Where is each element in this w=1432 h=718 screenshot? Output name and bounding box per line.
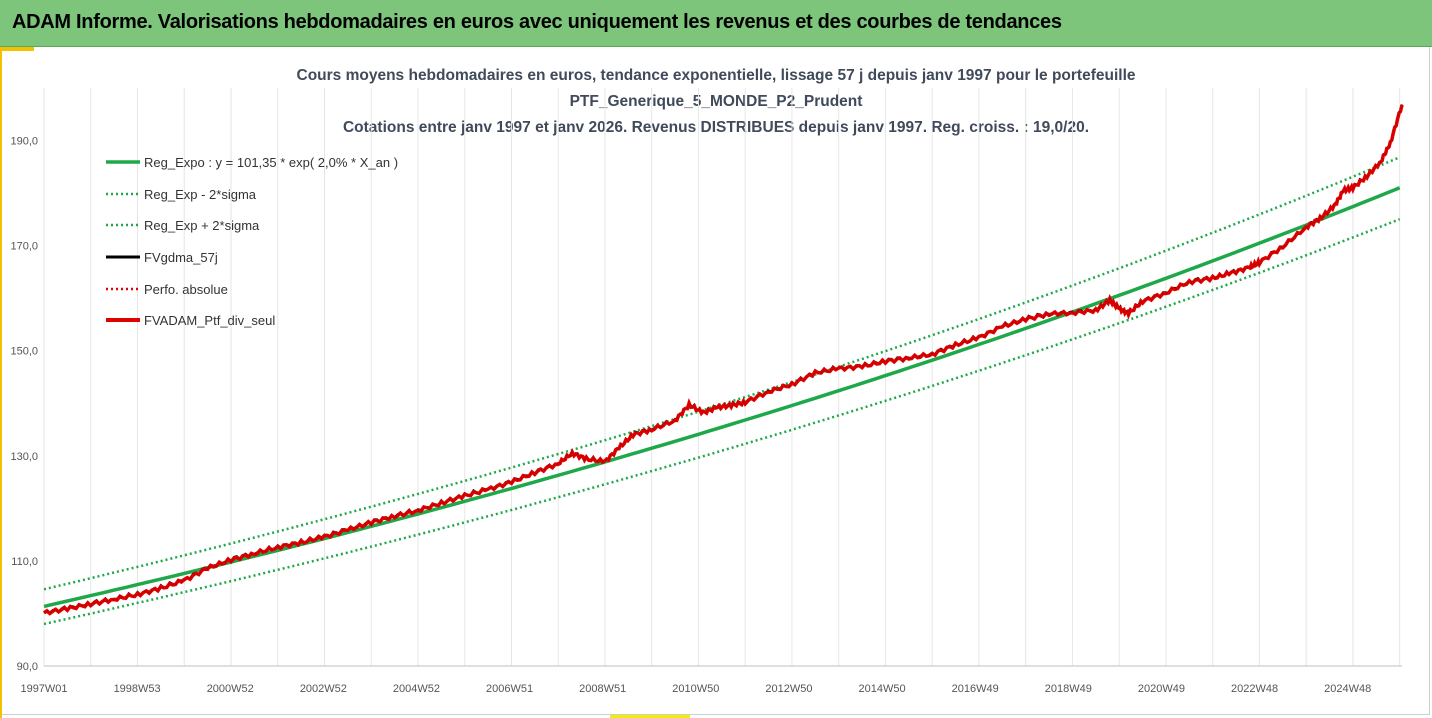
x-tick-label: 1997W01	[20, 683, 67, 695]
legend-label: Reg_Exp + 2*sigma	[144, 218, 260, 233]
y-tick-label: 150,0	[10, 346, 38, 358]
gridlines	[43, 88, 1401, 666]
fvgdma-57j-line	[43, 104, 1403, 614]
y-tick-label: 110,0	[11, 556, 38, 568]
header-banner: ADAM Informe. Valorisations hebdomadaire…	[0, 0, 1432, 47]
bottom-accent-bar	[610, 715, 690, 718]
left-accent-bar	[0, 47, 2, 718]
legend-label: Perfo. absolue	[144, 282, 228, 297]
legend-label: FVgdma_57j	[144, 250, 218, 265]
legend: Reg_Expo : y = 101,35 * exp( 2,0% * X_an…	[106, 155, 398, 328]
x-tick-label: 2002W52	[300, 683, 347, 695]
corner-accent-bar	[0, 47, 34, 51]
x-tick-label: 2022W48	[1231, 683, 1278, 695]
y-tick-label: 170,0	[10, 241, 38, 253]
x-tick-label: 1998W53	[114, 683, 161, 695]
y-tick-label: 190,0	[10, 136, 38, 148]
page-title: ADAM Informe. Valorisations hebdomadaire…	[12, 11, 1062, 33]
reg-exp-plus-2sigma-line	[43, 156, 1401, 591]
x-tick-label: 2020W49	[1138, 683, 1185, 695]
series-lines	[42, 104, 1404, 626]
x-tick-label: 2012W50	[765, 683, 812, 695]
perfo-absolue-line	[43, 104, 1403, 615]
legend-label: FVADAM_Ptf_div_seul	[144, 313, 275, 328]
legend-label: Reg_Exp - 2*sigma	[144, 187, 257, 202]
x-tick-label: 2016W49	[952, 683, 999, 695]
reg-expo-line	[43, 186, 1401, 609]
x-tick-label: 2014W50	[859, 683, 906, 695]
x-tick-label: 2010W50	[672, 683, 719, 695]
chart-title-line-3: Cotations entre janv 1997 et janv 2026. …	[342, 119, 1090, 136]
chart-title-line-2: PTF_Generique_5_MONDE_P2_Prudent	[569, 93, 863, 110]
x-tick-label: 2004W52	[393, 683, 440, 695]
x-tick-label: 2024W48	[1324, 683, 1371, 695]
x-tick-label: 2018W49	[1045, 683, 1092, 695]
y-tick-label: 130,0	[10, 451, 38, 463]
fvadam-ptf-div-seul-line	[42, 104, 1404, 616]
legend-label: Reg_Expo : y = 101,35 * exp( 2,0% * X_an…	[144, 155, 398, 170]
y-tick-label: 90,0	[17, 661, 38, 673]
x-tick-label: 2006W51	[486, 683, 533, 695]
reg-exp-minus-2sigma-line	[43, 218, 1401, 626]
x-tick-label: 2000W52	[207, 683, 254, 695]
chart-frame	[2, 47, 1430, 715]
x-tick-label: 2008W51	[579, 683, 626, 695]
chart-title-line-1: Cours moyens hebdomadaires en euros, ten…	[296, 67, 1136, 84]
axes: 90,0 110,0 130,0 150,0 170,0 190,0 1997W01 1998…	[10, 136, 1402, 695]
